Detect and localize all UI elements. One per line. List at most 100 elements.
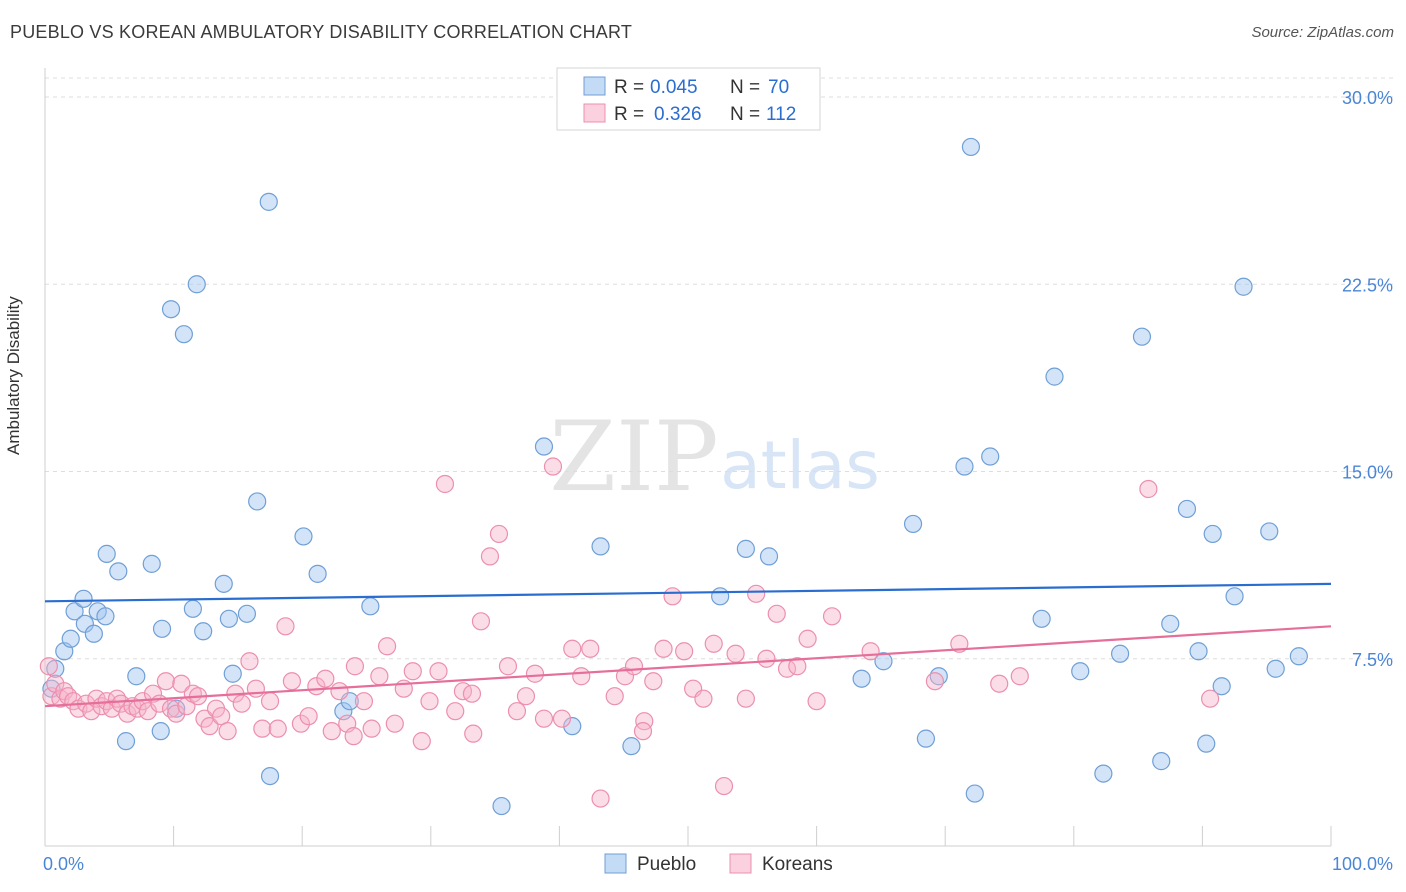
- point-koreans: [232, 694, 251, 713]
- point-pueblo: [874, 652, 893, 671]
- point-koreans: [1201, 689, 1220, 708]
- point-pueblo: [591, 537, 610, 556]
- point-pueblo: [1266, 659, 1285, 678]
- y-tick-label: 30.0%: [1342, 88, 1393, 108]
- point-koreans: [200, 717, 219, 736]
- point-pueblo: [534, 437, 554, 456]
- point-pueblo: [1032, 609, 1051, 628]
- point-pueblo: [96, 607, 115, 626]
- point-pueblo: [903, 514, 923, 534]
- point-koreans: [218, 722, 237, 741]
- point-koreans: [798, 629, 817, 648]
- point-koreans: [172, 674, 191, 693]
- point-koreans: [736, 689, 755, 708]
- legend-bottom-label-koreans: Koreans: [762, 854, 833, 875]
- point-koreans: [767, 604, 786, 623]
- chart-title: PUEBLO VS KOREAN AMBULATORY DISABILITY C…: [10, 22, 633, 42]
- point-koreans: [167, 704, 186, 723]
- point-pueblo: [1225, 587, 1244, 606]
- point-koreans: [757, 649, 776, 668]
- point-pueblo: [1197, 734, 1216, 753]
- legend-r-value: 0.045: [650, 77, 698, 98]
- point-koreans: [39, 657, 58, 676]
- point-koreans: [246, 679, 266, 698]
- point-koreans: [714, 776, 734, 796]
- point-pueblo: [65, 602, 84, 621]
- point-pueblo: [955, 457, 974, 476]
- point-koreans: [471, 612, 491, 631]
- point-pueblo: [214, 574, 233, 593]
- watermark-zip: ZIP: [549, 401, 718, 513]
- point-koreans: [615, 667, 635, 686]
- trend-line-koreans: [44, 625, 1332, 708]
- legend-stats: R = 0.045 N = 70 R = 0.326 N = 112: [556, 67, 821, 131]
- point-koreans: [403, 662, 422, 681]
- point-koreans: [464, 724, 483, 743]
- point-koreans: [663, 587, 682, 606]
- point-koreans: [322, 722, 341, 741]
- point-koreans: [498, 657, 518, 676]
- point-koreans: [143, 684, 163, 703]
- legend-r-label: R =: [614, 104, 644, 125]
- point-koreans: [822, 607, 842, 626]
- point-koreans: [675, 642, 694, 661]
- y-tick-label: 15.0%: [1342, 463, 1393, 483]
- point-koreans: [344, 727, 363, 746]
- point-koreans: [282, 672, 302, 691]
- point-koreans: [726, 644, 745, 663]
- point-koreans: [291, 714, 311, 733]
- point-pueblo: [492, 796, 511, 816]
- point-koreans: [362, 719, 381, 738]
- point-pueblo: [194, 622, 213, 641]
- point-pueblo: [294, 527, 313, 546]
- point-koreans: [861, 642, 880, 661]
- point-koreans: [534, 709, 554, 728]
- point-koreans: [316, 669, 335, 688]
- point-koreans: [268, 719, 287, 738]
- point-pueblo: [1094, 764, 1113, 783]
- point-pueblo: [97, 544, 116, 563]
- trend-lines: [44, 582, 1332, 708]
- legend-n-label: N =: [730, 77, 760, 98]
- x-tick-label: 0.0%: [43, 854, 84, 874]
- point-koreans: [807, 692, 826, 711]
- point-pueblo: [1071, 662, 1090, 681]
- point-pueblo: [187, 275, 206, 294]
- watermark-atlas: atlas: [720, 427, 880, 504]
- point-koreans: [377, 637, 397, 656]
- point-pueblo: [161, 300, 181, 319]
- point-pueblo: [1045, 367, 1064, 386]
- point-koreans: [516, 687, 536, 706]
- point-pueblo: [127, 667, 146, 686]
- point-koreans: [299, 707, 318, 726]
- legend-n-label: N =: [730, 104, 760, 125]
- legend-n-value: 70: [768, 77, 789, 98]
- point-pueblo: [1189, 642, 1208, 661]
- legend-swatch-pueblo: [583, 76, 606, 96]
- point-pueblo: [151, 722, 170, 741]
- point-koreans: [605, 687, 624, 706]
- legend-series: Pueblo Koreans: [604, 853, 833, 875]
- point-koreans: [161, 699, 181, 718]
- point-pueblo: [174, 325, 193, 344]
- point-koreans: [489, 524, 509, 544]
- point-pueblo: [1177, 499, 1197, 519]
- legend-bottom-swatch-koreans: [729, 853, 752, 874]
- point-pueblo: [219, 609, 238, 628]
- point-koreans: [633, 722, 653, 741]
- point-koreans: [543, 457, 563, 476]
- point-koreans: [694, 689, 713, 708]
- point-pueblo: [116, 732, 136, 751]
- point-koreans: [212, 707, 231, 726]
- axes: [44, 68, 1332, 847]
- point-koreans: [788, 657, 807, 676]
- point-koreans: [462, 684, 482, 703]
- point-pueblo: [1234, 277, 1253, 296]
- point-pueblo: [74, 589, 93, 608]
- point-pueblo: [981, 447, 1000, 466]
- point-koreans: [1139, 479, 1158, 499]
- point-koreans: [552, 709, 572, 728]
- point-pueblo: [711, 587, 730, 606]
- legend-n-value: 112: [766, 104, 796, 125]
